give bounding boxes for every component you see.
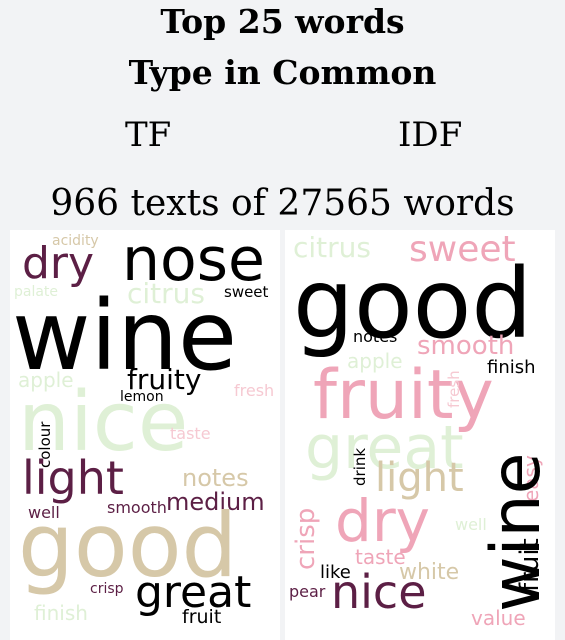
idf-word-value: value [471, 606, 526, 630]
idf-word-pear: pear [289, 582, 326, 601]
tf-word-fresh: fresh [234, 381, 275, 400]
idf-word-like: like [320, 562, 351, 583]
idf-word-apple: apple [347, 349, 403, 373]
tf-word-dry: dry [22, 238, 95, 289]
tf-word-nose: nose [122, 230, 265, 295]
idf-word-white: white [399, 560, 460, 585]
tf-word-finish: finish [34, 601, 88, 625]
tf-word-fruity: fruity [127, 363, 202, 396]
idf-word-well: well [455, 515, 487, 534]
tf-word-apple: apple [18, 368, 74, 392]
tf-word-acidity: acidity [52, 233, 99, 249]
idf-label: IDF [398, 115, 463, 155]
tf-word-well: well [28, 503, 60, 522]
tf-word-smooth: smooth [107, 498, 167, 517]
idf-word-finish: finish [487, 357, 536, 378]
tf-word-citrus: citrus [127, 277, 205, 310]
tf-word-medium: medium [166, 488, 265, 516]
tf-word-taste: taste [170, 424, 211, 443]
tf-word-wine: wine [12, 280, 238, 392]
idf-word-drink: drink [351, 447, 369, 486]
tf-word-nice: nice [18, 375, 189, 470]
idf-word-crisp: crisp [291, 507, 321, 570]
tf-word-good: good [18, 494, 238, 597]
idf-word-dry: dry [335, 487, 430, 555]
tf-word-light: light [22, 451, 124, 505]
idf-word-fruit: fruit [515, 538, 545, 592]
tf-word-palate: palate [14, 284, 59, 300]
idf-word-notes: notes [353, 327, 398, 346]
tf-word-notes: notes [182, 464, 249, 492]
idf-word-taste: taste [355, 545, 406, 569]
tf-word-crisp: crisp [90, 581, 124, 597]
idf-word-fruity: fruity [313, 356, 494, 435]
tf-word-great: great [135, 567, 252, 618]
idf-word-smooth: smooth [417, 331, 515, 361]
idf-word-sweet: sweet [409, 230, 516, 270]
tf-label: TF [125, 115, 172, 155]
chart-title-line2: Type in Common [128, 53, 437, 92]
chart-title-line1: Top 25 words [160, 2, 405, 41]
idf-word-good: good [293, 248, 533, 360]
idf-word-nice: nice [331, 565, 427, 619]
idf-word-cloud: citrus sweet good notes smooth apple finish fru… [285, 230, 555, 640]
tf-word-cloud: acidity nose dry palate citrus sweet wine apple… [10, 230, 280, 640]
idf-word-citrus: citrus [293, 231, 371, 264]
tf-word-fruit: fruit [182, 606, 222, 628]
idf-word-light: light [375, 455, 464, 501]
idf-word-great: great [305, 413, 464, 483]
idf-word-fresh: fresh [445, 370, 463, 408]
tf-word-sweet: sweet [224, 283, 269, 301]
corpus-subtitle: 966 texts of 27565 words [50, 183, 515, 224]
tf-word-lemon: lemon [120, 389, 164, 405]
